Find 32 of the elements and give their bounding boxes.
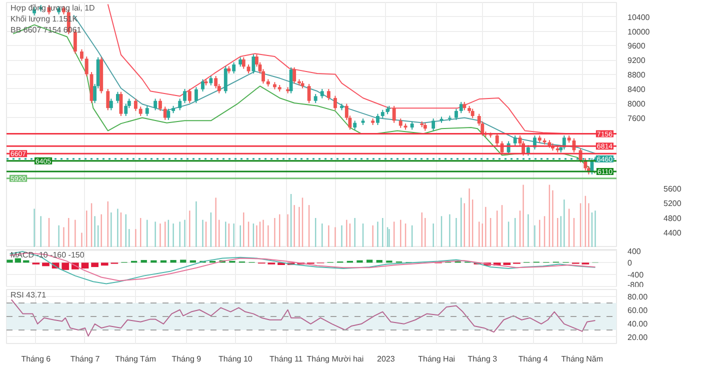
y-tick-label: 80.00 xyxy=(628,292,648,302)
y-tick-label: 9600 xyxy=(628,42,646,51)
y-tick-label: 8000 xyxy=(628,99,646,108)
x-tick-label: Tháng Năm xyxy=(561,354,604,364)
y-tick-label: 8800 xyxy=(628,70,646,80)
y2-tick-label: 4800 xyxy=(664,214,682,223)
x-tick-label: Tháng 7 xyxy=(70,354,100,364)
x-tick-label: Tháng 3 xyxy=(468,354,498,364)
x-tick-label: Tháng 4 xyxy=(518,354,548,364)
y-tick-label: 400 xyxy=(628,246,642,256)
chart-title: RSI 43.71 xyxy=(10,290,47,300)
x-tick-label: 2023 xyxy=(377,354,396,364)
y2-tick-label: 5600 xyxy=(664,184,682,194)
x-tick-label: Tháng Hai xyxy=(418,354,456,364)
y-tick-label: 10000 xyxy=(628,27,650,36)
y-tick-label: -400 xyxy=(628,270,644,280)
y-tick-label: 20.00 xyxy=(628,332,648,342)
y-tick-label: 60.00 xyxy=(628,306,648,315)
x-tick-label: Tháng Mười hai xyxy=(306,354,364,364)
y-tick-label: 9200 xyxy=(628,56,646,66)
y-tick-label: 8400 xyxy=(628,84,646,94)
y-tick-label: 7600 xyxy=(628,114,646,123)
y2-tick-label: 4400 xyxy=(664,228,682,238)
x-tick-label: Tháng 11 xyxy=(270,354,304,364)
y-tick-label: 40.00 xyxy=(628,319,648,328)
y2-tick-label: 5200 xyxy=(664,199,682,208)
y-tick-label: 10400 xyxy=(628,12,650,22)
y-tick-label: 0 xyxy=(628,258,632,268)
x-tick-label: Tháng Tám xyxy=(115,354,156,364)
x-tick-label: Tháng 9 xyxy=(172,354,202,364)
x-tick-label: Tháng 6 xyxy=(21,354,52,364)
x-tick-label: Tháng 10 xyxy=(218,354,253,364)
